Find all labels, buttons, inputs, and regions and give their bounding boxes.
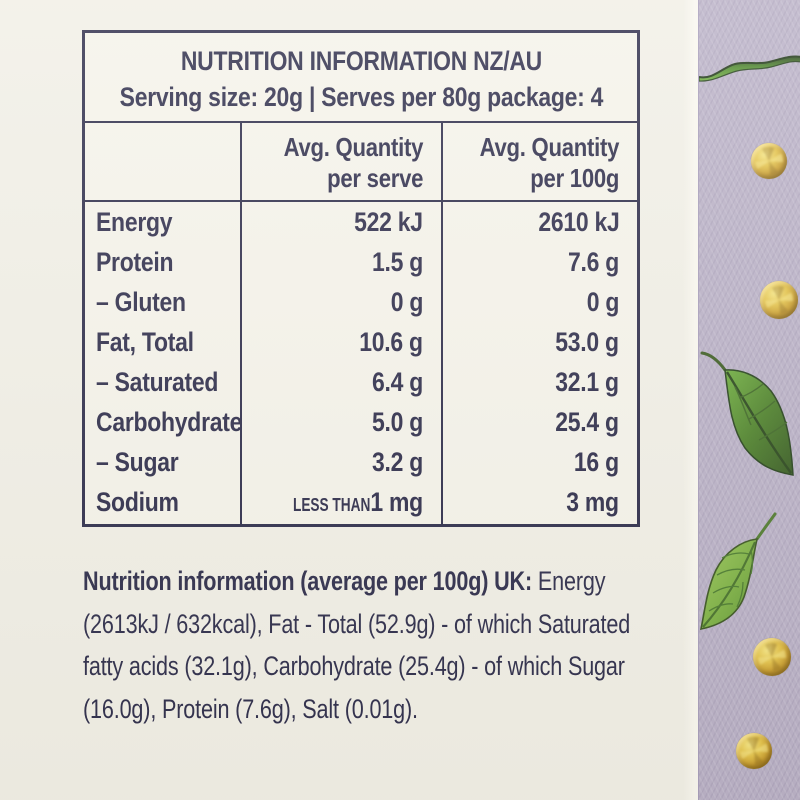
table-row: – Saturated 6.4 g 32.1 g [85, 362, 637, 402]
col-header-per-100g: Avg. Quantity per 100g [441, 123, 637, 200]
per100-value: 16 g [441, 442, 637, 482]
per100-value: 32.1 g [441, 362, 637, 402]
gold-dot-icon [751, 143, 787, 179]
table-row: Sodium LESS THAN 1 mg 3 mg [85, 482, 637, 526]
per100-value: 0 g [441, 282, 637, 322]
nutrition-table: NUTRITION INFORMATION NZ/AU Serving size… [82, 30, 640, 527]
table-title: NUTRITION INFORMATION NZ/AU [180, 45, 542, 76]
row-label: – Saturated [96, 367, 219, 397]
table-header: NUTRITION INFORMATION NZ/AU Serving size… [85, 33, 637, 123]
per100-value: 53.0 g [441, 322, 637, 362]
gold-dot-icon [753, 638, 791, 676]
gold-dot-icon [736, 733, 772, 769]
leaf-edge-icon [699, 55, 800, 82]
table-body: Energy 522 kJ 2610 kJ Protein 1.5 g 7.6 g – Gl… [85, 202, 637, 526]
col-header-per-serve: Avg. Quantity per serve [240, 123, 441, 200]
serve-value: 522 kJ [240, 202, 441, 242]
column-headers: Avg. Quantity per serve Avg. Quantity pe… [85, 123, 637, 202]
serve-value: 5.0 g [240, 402, 441, 442]
row-label: – Gluten [96, 287, 186, 317]
col-header-blank [85, 123, 240, 200]
table-row: Protein 1.5 g 7.6 g [85, 242, 637, 282]
row-label: Fat, Total [96, 327, 194, 357]
per100-value: 25.4 g [441, 402, 637, 442]
row-label: – Sugar [96, 447, 179, 477]
package-side-strip [698, 0, 800, 800]
per100-value: 3 mg [441, 482, 637, 526]
uk-nutrition-text: Nutrition information (average per 100g)… [83, 560, 643, 730]
serve-value: LESS THAN 1 mg [240, 482, 441, 526]
serve-value: 10.6 g [240, 322, 441, 362]
table-row: Fat, Total 10.6 g 53.0 g [85, 322, 637, 362]
serving-info: Serving size: 20g | Serves per 80g packa… [119, 81, 603, 112]
per100-value: 7.6 g [441, 242, 637, 282]
row-label: Carbohydrate [96, 407, 243, 437]
row-label: Sodium [96, 487, 179, 517]
uk-nutrition-bold: Nutrition information (average per 100g)… [83, 566, 533, 596]
serve-value: 1.5 g [240, 242, 441, 282]
row-label: Protein [96, 247, 174, 277]
per100-value: 2610 kJ [441, 202, 637, 242]
table-row: Energy 522 kJ 2610 kJ [85, 202, 637, 242]
serve-value: 3.2 g [240, 442, 441, 482]
serve-value: 6.4 g [240, 362, 441, 402]
serve-value: 0 g [240, 282, 441, 322]
uk-nutrition-regular: Energy (2613kJ / 632kcal), Fat - Total (… [83, 566, 631, 724]
gold-dot-icon [760, 281, 798, 319]
leaf-light-icon [699, 512, 777, 631]
table-row: – Sugar 3.2 g 16 g [85, 442, 637, 482]
package-edge-highlight [683, 0, 698, 800]
row-label: Energy [96, 207, 173, 237]
leaf-dark-icon [700, 351, 794, 476]
table-row: Carbohydrate 5.0 g 25.4 g [85, 402, 637, 442]
